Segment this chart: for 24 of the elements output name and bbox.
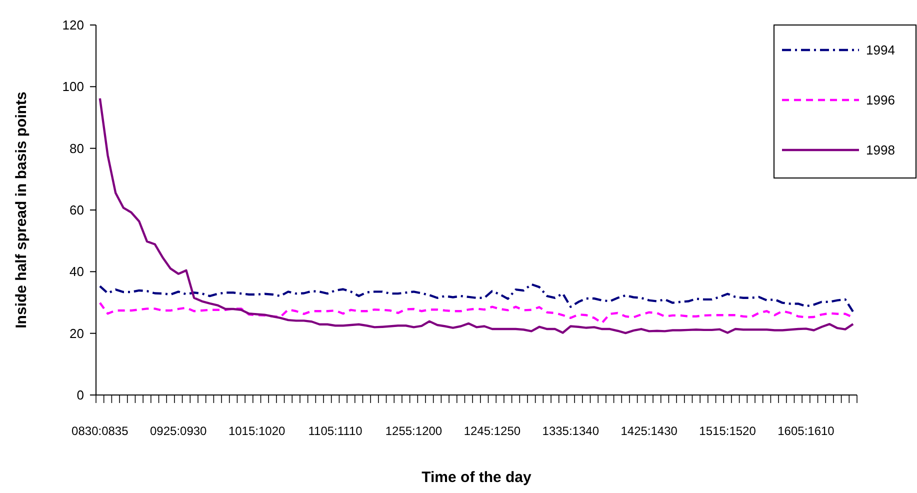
line-series	[98, 97, 854, 334]
x-tick-label: 1255:1200	[385, 424, 442, 438]
y-tick-label: 0	[76, 388, 84, 403]
x-axis-title: Time of the day	[422, 469, 532, 486]
text: 1996	[866, 92, 895, 108]
x-tick-label: 1015:1020	[228, 424, 286, 438]
x-tick-label: 1105:1110	[308, 424, 363, 438]
x-tick-label: 1335:1340	[542, 424, 600, 438]
x-tick-label: 0830:0835	[72, 424, 129, 438]
y-tick-label: 80	[70, 140, 84, 156]
y-tick-label: 20	[70, 326, 84, 341]
text: 1994	[866, 42, 895, 58]
x-tick-label: 1245:1250	[464, 424, 521, 438]
line-series	[98, 283, 854, 313]
y-axis-title: Inside half spread in basis points	[13, 92, 30, 328]
x-tick-label: 1605:1610	[778, 424, 835, 438]
x-tick-label: 1515:1520	[699, 424, 756, 438]
y-tick-label: 120	[62, 18, 84, 33]
x-tick-label: 1425:1430	[620, 424, 678, 438]
y-tick-label: 100	[62, 79, 84, 94]
x-tick-label: 0925:0930	[150, 424, 208, 438]
text: 1998	[866, 142, 895, 158]
y-tick-label: 60	[70, 202, 84, 218]
y-tick-label: 40	[70, 264, 84, 280]
